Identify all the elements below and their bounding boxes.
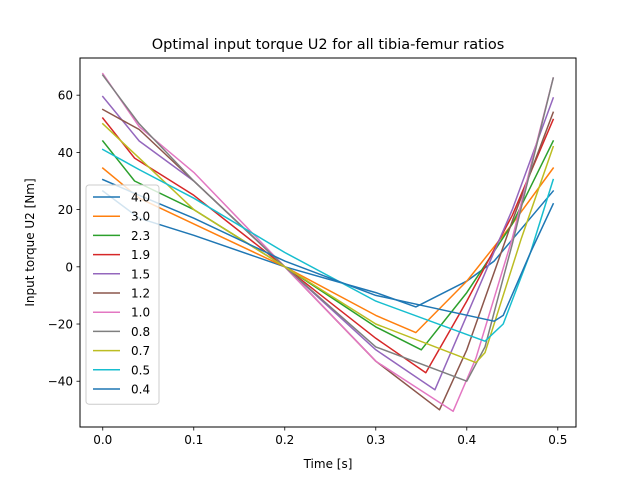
plot-frame — [79, 57, 577, 428]
x-tick-label: 0.4 — [457, 433, 476, 447]
legend-label: 3.0 — [131, 210, 150, 224]
y-tick-label: 60 — [58, 89, 73, 103]
legend-label: 1.2 — [131, 287, 150, 301]
axis-ticks: 0.0 0.1 0.2 0.3 0.4 0.5 −40 −20 0 20 40 60 — [48, 89, 568, 447]
legend-label: 0.5 — [131, 363, 150, 377]
legend-label: 1.5 — [131, 267, 150, 281]
x-tick-label: 0.1 — [184, 433, 203, 447]
legend: 4.0 3.0 2.3 1.9 1.5 1.2 1.0 0.8 0.7 0.5 0.4 — [85, 184, 160, 405]
chart-title: Optimal input torque U2 for all tibia-fe… — [152, 37, 505, 53]
legend-label: 1.9 — [131, 248, 150, 262]
x-tick-label: 0.2 — [275, 433, 294, 447]
series-line-8 — [101, 122, 555, 364]
legend-label: 0.4 — [131, 383, 150, 397]
x-tick-label: 0.3 — [366, 433, 385, 447]
legend-label: 4.0 — [131, 191, 150, 205]
series-line-9 — [101, 148, 555, 342]
series-line-4 — [101, 95, 555, 391]
legend-label: 0.7 — [131, 344, 150, 358]
legend-box — [85, 184, 160, 405]
y-tick-label: 40 — [58, 146, 73, 160]
legend-label: 1.0 — [131, 306, 150, 320]
series-line-7 — [101, 74, 555, 382]
x-tick-label: 0.5 — [548, 433, 567, 447]
y-tick-label: −40 — [48, 375, 73, 389]
y-tick-label: −20 — [48, 318, 73, 332]
x-axis-label: Time [s] — [303, 457, 353, 471]
y-tick-label: 0 — [65, 260, 73, 274]
legend-label: 0.8 — [131, 325, 150, 339]
y-axis-label: Input torque U2 [Nm] — [23, 178, 37, 306]
x-tick-label: 0.0 — [93, 433, 112, 447]
y-tick-label: 20 — [58, 203, 73, 217]
legend-label: 2.3 — [131, 229, 150, 243]
